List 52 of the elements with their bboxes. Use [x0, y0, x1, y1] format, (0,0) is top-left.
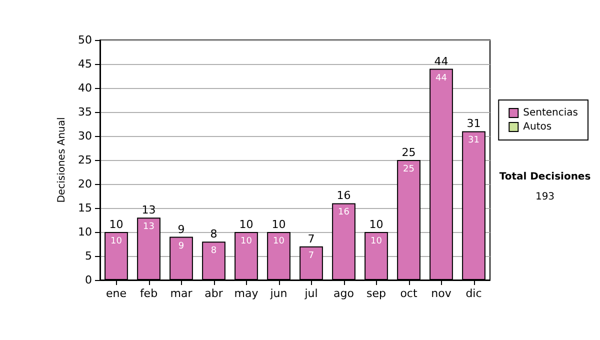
y-tick-label: 0: [85, 274, 92, 286]
y-tick-label: 30: [78, 130, 92, 142]
data-label: 7: [308, 250, 314, 261]
legend-label: Autos: [523, 122, 552, 132]
data-label: 9: [178, 241, 184, 252]
y-tick-label: 10: [78, 226, 92, 238]
total-label: 7: [308, 232, 315, 246]
total-label: 10: [369, 218, 384, 231]
y-tick-label: 45: [78, 58, 92, 70]
total-label: 10: [239, 218, 254, 231]
y-tick-label: 25: [78, 154, 92, 166]
x-tick-label: oct: [400, 287, 418, 300]
y-tick-label: 15: [78, 202, 92, 214]
total-label: 44: [434, 54, 448, 68]
total-label: 9: [178, 222, 185, 236]
total-label: 16: [336, 189, 351, 202]
x-tick-label: feb: [140, 287, 158, 300]
total-label: 10: [272, 218, 286, 231]
data-label: 25: [403, 164, 414, 174]
y-tick-label: 35: [78, 106, 92, 118]
x-tick-label: may: [234, 287, 259, 300]
x-tick-label: abr: [204, 287, 224, 300]
data-label: 44: [436, 73, 448, 84]
x-tick-label: nov: [431, 287, 452, 300]
data-label: 10: [370, 236, 382, 246]
data-label: 10: [240, 236, 252, 246]
total-label: 25: [402, 146, 416, 159]
x-tick-label: ene: [106, 287, 127, 300]
total-label: 31: [466, 117, 481, 130]
y-tick-label: 50: [78, 34, 92, 46]
total-label: 8: [210, 228, 218, 241]
data-label: 31: [468, 136, 480, 146]
data-label: 13: [143, 222, 154, 232]
data-label: 10: [273, 236, 285, 246]
y-tick-label: 20: [78, 178, 92, 190]
y-tick-label: 40: [78, 82, 92, 94]
total-label: 10: [109, 218, 124, 231]
text: 193: [535, 192, 555, 202]
x-tick-label: jun: [269, 287, 288, 300]
x-tick-label: ago: [334, 287, 354, 300]
data-label: 10: [110, 236, 122, 246]
text: Total Decisiones: [499, 172, 591, 182]
x-tick-label: dic: [466, 287, 482, 300]
legend-label: Sentencias: [523, 108, 578, 118]
x-tick-label: mar: [170, 287, 193, 300]
data-label: 16: [338, 208, 350, 218]
x-tick-label: sep: [366, 287, 386, 300]
y-axis-title: Decisiones Anual: [56, 117, 68, 203]
x-tick-label: jul: [304, 287, 318, 300]
total-label: 13: [142, 204, 156, 217]
y-tick-label: 5: [85, 250, 92, 262]
data-label: 8: [210, 246, 217, 256]
